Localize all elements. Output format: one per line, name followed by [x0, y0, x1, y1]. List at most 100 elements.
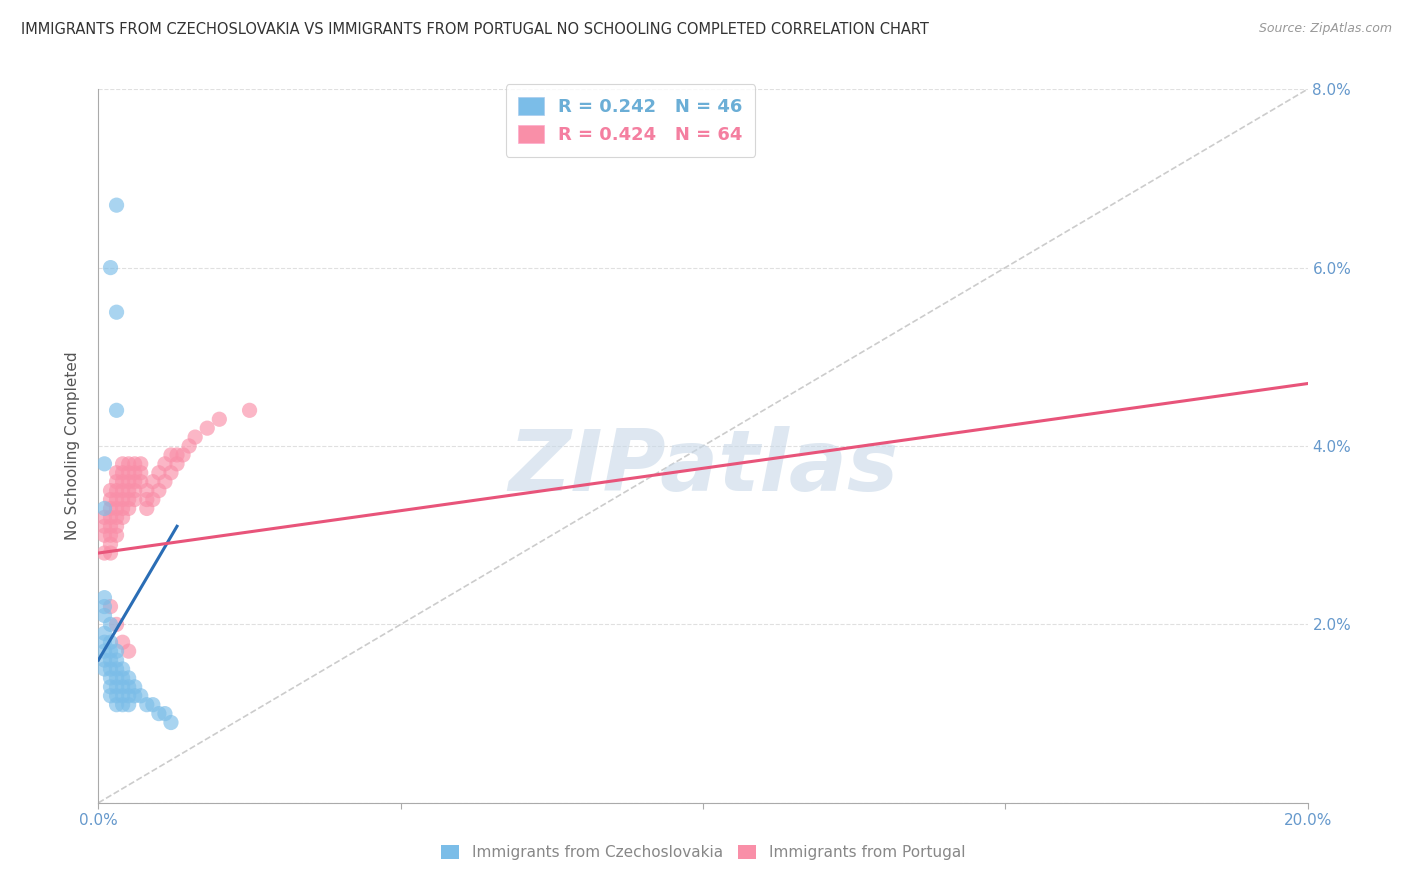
Point	[153, 706, 176, 721]
Point	[111, 671, 134, 685]
Point	[118, 492, 141, 507]
Point	[105, 662, 128, 676]
Point	[105, 528, 128, 542]
Point	[148, 706, 170, 721]
Point	[118, 457, 141, 471]
Point	[100, 519, 122, 533]
Point	[100, 483, 122, 498]
Point	[105, 198, 128, 212]
Text: Source: ZipAtlas.com: Source: ZipAtlas.com	[1258, 22, 1392, 36]
Point	[100, 689, 122, 703]
Text: IMMIGRANTS FROM CZECHOSLOVAKIA VS IMMIGRANTS FROM PORTUGAL NO SCHOOLING COMPLETE: IMMIGRANTS FROM CZECHOSLOVAKIA VS IMMIGR…	[21, 22, 929, 37]
Point	[153, 475, 176, 489]
Point	[93, 626, 115, 640]
Point	[129, 689, 152, 703]
Point	[124, 689, 146, 703]
Point	[93, 501, 115, 516]
Point	[111, 475, 134, 489]
Point	[105, 519, 128, 533]
Point	[93, 653, 115, 667]
Point	[208, 412, 231, 426]
Point	[118, 680, 141, 694]
Point	[118, 475, 141, 489]
Point	[111, 635, 134, 649]
Point	[160, 715, 183, 730]
Point	[179, 439, 201, 453]
Point	[129, 457, 152, 471]
Point	[111, 680, 134, 694]
Point	[100, 653, 122, 667]
Point	[105, 403, 128, 417]
Point	[93, 457, 115, 471]
Point	[111, 501, 134, 516]
Point	[160, 448, 183, 462]
Point	[129, 466, 152, 480]
Point	[100, 546, 122, 560]
Point	[124, 483, 146, 498]
Point	[160, 466, 183, 480]
Point	[118, 501, 141, 516]
Point	[111, 457, 134, 471]
Point	[93, 546, 115, 560]
Point	[118, 466, 141, 480]
Point	[135, 698, 157, 712]
Point	[93, 635, 115, 649]
Point	[148, 483, 170, 498]
Point	[111, 689, 134, 703]
Point	[111, 483, 134, 498]
Legend: Immigrants from Czechoslovakia, Immigrants from Portugal: Immigrants from Czechoslovakia, Immigran…	[434, 839, 972, 866]
Point	[100, 680, 122, 694]
Point	[166, 457, 188, 471]
Point	[135, 492, 157, 507]
Point	[100, 599, 122, 614]
Point	[105, 483, 128, 498]
Point	[93, 591, 115, 605]
Point	[100, 537, 122, 551]
Point	[153, 457, 176, 471]
Point	[195, 421, 218, 435]
Point	[184, 430, 207, 444]
Point	[100, 260, 122, 275]
Point	[105, 510, 128, 524]
Point	[93, 608, 115, 623]
Point	[105, 698, 128, 712]
Point	[105, 617, 128, 632]
Point	[100, 671, 122, 685]
Point	[93, 519, 115, 533]
Point	[105, 466, 128, 480]
Point	[100, 492, 122, 507]
Point	[142, 698, 165, 712]
Y-axis label: No Schooling Completed: No Schooling Completed	[65, 351, 80, 541]
Point	[111, 466, 134, 480]
Point	[93, 644, 115, 658]
Point	[93, 528, 115, 542]
Point	[105, 689, 128, 703]
Point	[100, 617, 122, 632]
Point	[100, 510, 122, 524]
Point	[124, 457, 146, 471]
Point	[105, 644, 128, 658]
Point	[105, 653, 128, 667]
Point	[93, 599, 115, 614]
Point	[93, 510, 115, 524]
Point	[148, 466, 170, 480]
Point	[124, 492, 146, 507]
Point	[135, 501, 157, 516]
Point	[100, 662, 122, 676]
Point	[105, 501, 128, 516]
Point	[118, 698, 141, 712]
Point	[111, 662, 134, 676]
Point	[105, 680, 128, 694]
Point	[100, 644, 122, 658]
Text: ZIPatlas: ZIPatlas	[508, 425, 898, 509]
Point	[118, 689, 141, 703]
Point	[105, 475, 128, 489]
Point	[124, 680, 146, 694]
Point	[105, 305, 128, 319]
Point	[111, 492, 134, 507]
Point	[118, 483, 141, 498]
Point	[142, 475, 165, 489]
Point	[111, 698, 134, 712]
Point	[100, 501, 122, 516]
Point	[124, 466, 146, 480]
